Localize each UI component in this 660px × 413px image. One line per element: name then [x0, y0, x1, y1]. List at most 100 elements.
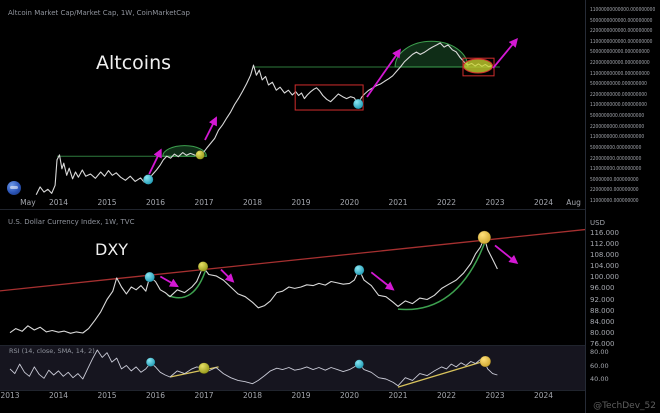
altcoins-symbol-label[interactable]: Altcoin Market Cap/Market Cap, 1W, CoinM…	[8, 9, 190, 17]
x-axis-tick: 2017	[194, 198, 214, 207]
axis-tick-label: 1100000000000.000000000	[590, 38, 653, 45]
axis-tick-label: 108.000	[590, 251, 619, 260]
trendline	[397, 359, 488, 388]
axis-tick-label: 60.00	[590, 361, 609, 370]
axis-tick-label: 88.000	[590, 306, 615, 315]
axis-tick-label: 22000000.000000000	[590, 187, 639, 194]
price-axis-column[interactable]: 11000000000000.000000000 5000000000000.00…	[585, 0, 660, 413]
trendline	[169, 366, 219, 378]
axis-tick-label: 80.000	[590, 328, 615, 337]
x-axis-tick: 2024	[533, 391, 554, 400]
x-axis-tick: 2015	[97, 198, 117, 207]
x-axis-tick: 2021	[388, 198, 408, 207]
cyan-marker-circle	[145, 357, 156, 367]
x-axis-tick: 2020	[339, 198, 360, 207]
magenta-arrow	[366, 48, 401, 98]
axis-separator[interactable]	[0, 390, 660, 391]
rsi-y-axis[interactable]: 80.00 60.00 40.00	[590, 348, 609, 383]
axis-tick-label: 100.000	[590, 273, 619, 282]
x-axis-tick: Aug	[566, 198, 581, 207]
dxy-symbol-label[interactable]: U.S. Dollar Currency Index, 1W, TVC	[8, 218, 135, 226]
magenta-arrow	[220, 268, 235, 283]
x-axis-tick: 2019	[291, 391, 311, 400]
axis-tick-label: 5000000000.000000000	[590, 113, 645, 120]
altcoins-title: Altcoins	[96, 52, 172, 74]
magenta-arrow	[159, 275, 179, 288]
cyan-marker-circle	[142, 174, 154, 185]
axis-tick-label: 80.00	[590, 348, 609, 356]
altcoins-chart-canvas[interactable]	[0, 0, 585, 210]
x-axis-tick: 2022	[436, 391, 457, 400]
x-axis-tick: 2016	[145, 198, 166, 207]
axis-tick-label: 76.000	[590, 339, 615, 348]
axis-tick-label: 220000000.000000000	[590, 155, 642, 162]
axis-tick-label: 22000000000.000000000	[590, 91, 647, 98]
x-axis-tick: 2018	[242, 198, 263, 207]
highlight-ellipse	[462, 58, 494, 74]
axis-tick-label: 110000000.000000000	[590, 166, 642, 173]
logo-badge-icon[interactable]	[7, 181, 21, 195]
cyan-marker-circle	[352, 98, 364, 110]
rounded-top-dome	[394, 40, 469, 68]
dxy-price-line	[9, 237, 498, 334]
curved-support-arc	[397, 238, 487, 311]
dxy-chart-canvas[interactable]	[0, 210, 585, 346]
axis-tick-label: 11000000000000.000000000	[590, 7, 656, 13]
author-watermark: @TechDev_52	[593, 401, 656, 411]
yellow-marker-circle	[198, 362, 210, 374]
gold-marker-circle	[477, 230, 492, 245]
cyan-marker-circle	[144, 271, 155, 283]
magenta-arrow	[492, 37, 518, 69]
dxy-title: DXY	[95, 240, 129, 259]
altcoins-price-line	[35, 42, 492, 196]
altcoins-x-axis[interactable]: May 2014 2015 2016 2017 2018 2019 2020 2021 2022 2…	[0, 198, 585, 209]
axis-tick-label: 5000000000000.000000000	[590, 17, 653, 24]
x-axis-tick: 2015	[97, 391, 117, 400]
dxy-unit-label: USD	[590, 219, 605, 227]
x-axis-tick: 2018	[242, 391, 263, 400]
axis-tick-label: 11000000.000000000	[590, 197, 639, 204]
rsi-pane[interactable]	[0, 346, 585, 390]
magenta-arrow	[494, 244, 519, 265]
axis-tick-label: 1100000000.000000000	[590, 134, 645, 141]
rounded-top-dome	[162, 145, 207, 157]
axis-tick-label: 110000000000.000000000	[590, 70, 650, 77]
x-axis-tick: 2023	[485, 198, 505, 207]
axis-tick-label: 50000000000.000000000	[590, 81, 647, 88]
pane-separator[interactable]	[0, 345, 660, 346]
rsi-price-line	[9, 349, 498, 387]
cyan-marker-circle	[354, 359, 364, 369]
axis-tick-label: 112.000	[590, 240, 619, 249]
axis-tick-label: 2200000000000.000000000	[590, 28, 653, 35]
cyan-marker-circle	[353, 264, 365, 276]
bottom-time-axis[interactable]: 2013 2014 2015 2016 2017 2018 2019 2020 2021 2022…	[0, 391, 585, 403]
gold-marker-circle	[479, 355, 492, 368]
axis-tick-label: 11000000000.000000000	[590, 102, 647, 109]
axis-tick-label: 2200000000.000000000	[590, 123, 645, 130]
x-axis-tick: 2013	[0, 391, 20, 400]
pane-separator[interactable]	[0, 209, 660, 210]
x-axis-tick: 2021	[388, 391, 408, 400]
axis-tick-label: 40.00	[590, 375, 609, 383]
axis-tick-label: 104.000	[590, 262, 619, 271]
altcoins-y-axis[interactable]: 11000000000000.000000000 5000000000000.00…	[590, 7, 660, 204]
yellow-marker-circle	[197, 261, 209, 272]
x-axis-tick: 2014	[48, 391, 69, 400]
axis-tick-label: 220000000000.000000000	[590, 60, 650, 67]
dxy-y-axis[interactable]: 116.000 112.000 108.000 104.000 100.000 96.00…	[590, 229, 619, 348]
x-axis-tick: 2020	[339, 391, 360, 400]
dxy-pane[interactable]	[0, 210, 585, 346]
altcoins-pane[interactable]	[0, 0, 585, 210]
axis-tick-label: 500000000000.000000000	[590, 49, 650, 56]
rsi-chart-canvas[interactable]	[0, 346, 585, 390]
axis-tick-label: 116.000	[590, 229, 619, 237]
x-axis-tick: 2017	[194, 391, 214, 400]
rsi-indicator-label[interactable]: RSI (14, close, SMA, 14, 2)	[9, 347, 95, 355]
x-axis-tick: 2022	[436, 198, 457, 207]
yellow-marker-circle	[195, 150, 205, 160]
axis-tick-label: 84.000	[590, 317, 615, 326]
x-axis-tick: 2024	[533, 198, 554, 207]
x-axis-tick: 2019	[291, 198, 311, 207]
axis-tick-label: 50000000.000000000	[590, 176, 639, 183]
curved-support-arc	[167, 267, 208, 299]
